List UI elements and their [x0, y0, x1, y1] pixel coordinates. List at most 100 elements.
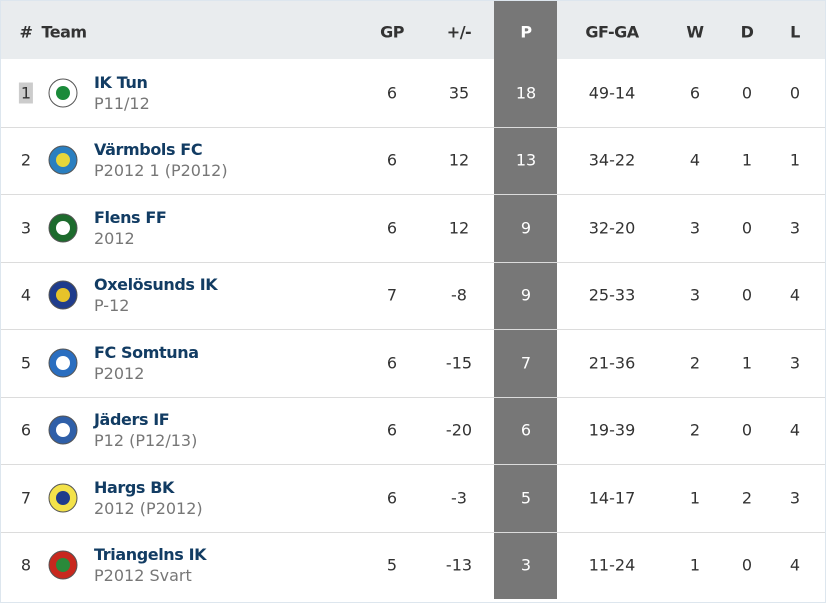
cell-diff: 12 [448, 150, 470, 170]
cell-p: 3 [520, 555, 532, 575]
rank: 8 [20, 555, 32, 575]
cell-gfga: 14-17 [588, 488, 636, 508]
row-divider [1, 329, 825, 330]
cell-d: 0 [741, 555, 753, 575]
team-name[interactable]: IK Tun [94, 72, 148, 92]
header-row [1, 1, 825, 59]
cell-gp: 6 [386, 218, 398, 238]
column-header: Team [41, 22, 87, 42]
cell-gfga: 21-36 [588, 353, 636, 373]
row-divider [1, 464, 825, 465]
cell-gp: 6 [386, 420, 398, 440]
cell-l: 3 [789, 353, 801, 373]
cell-d: 0 [741, 420, 753, 440]
cell-gfga: 49-14 [588, 83, 636, 103]
cell-gfga: 34-22 [588, 150, 636, 170]
cell-l: 4 [789, 555, 801, 575]
cell-d: 0 [741, 285, 753, 305]
rank: 5 [20, 353, 32, 373]
cell-w: 3 [689, 285, 701, 305]
rank: 3 [20, 218, 32, 238]
cell-d: 1 [741, 353, 753, 373]
cell-diff: -20 [445, 420, 473, 440]
cell-p: 7 [520, 353, 532, 373]
team-logo [48, 483, 78, 513]
cell-l: 4 [789, 420, 801, 440]
team-name[interactable]: Värmbols FC [94, 140, 203, 160]
team-group: P2012 [94, 363, 145, 383]
team-group: P11/12 [94, 93, 150, 113]
cell-d: 0 [741, 218, 753, 238]
cell-w: 2 [689, 420, 701, 440]
rank: 7 [20, 488, 32, 508]
team-logo [48, 280, 78, 310]
team-logo [48, 348, 78, 378]
cell-p: 9 [520, 218, 532, 238]
cell-p: 5 [520, 488, 532, 508]
cell-w: 4 [689, 150, 701, 170]
team-logo [48, 78, 78, 108]
team-name[interactable]: Oxelösunds IK [94, 275, 218, 295]
cell-gp: 6 [386, 83, 398, 103]
cell-p: 9 [520, 285, 532, 305]
row-divider [1, 261, 825, 263]
cell-diff: -3 [451, 488, 467, 508]
cell-l: 0 [789, 83, 801, 103]
team-group: P12 (P12/13) [94, 431, 198, 451]
cell-d: 2 [741, 488, 753, 508]
cell-l: 4 [789, 285, 801, 305]
cell-gp: 6 [386, 353, 398, 373]
team-logo [48, 145, 78, 175]
team-name[interactable]: Jäders IF [94, 410, 170, 430]
cell-w: 6 [689, 83, 701, 103]
cell-gp: 7 [386, 285, 398, 305]
team-name[interactable]: FC Somtuna [94, 342, 199, 362]
cell-diff: -15 [445, 353, 473, 373]
column-header: GF-GA [585, 22, 639, 42]
rank: 4 [20, 285, 32, 305]
cell-w: 1 [689, 488, 701, 508]
column-header: +/- [446, 22, 472, 42]
team-name[interactable]: Triangelns IK [94, 545, 207, 565]
column-header: P [520, 22, 532, 42]
cell-diff: 12 [448, 218, 470, 238]
team-name[interactable]: Hargs BK [94, 477, 175, 497]
cell-gp: 6 [386, 488, 398, 508]
cell-gfga: 32-20 [588, 218, 636, 238]
cell-diff: 35 [448, 83, 470, 103]
column-header: GP [380, 22, 404, 42]
team-group: P2012 Svart [94, 566, 192, 586]
points-column-bg [494, 1, 557, 599]
rank: 1 [18, 82, 34, 104]
team-logo [48, 213, 78, 243]
team-group: 2012 [94, 228, 135, 248]
cell-gp: 6 [386, 150, 398, 170]
column-header: # [19, 22, 33, 42]
row-divider [1, 396, 825, 398]
cell-w: 2 [689, 353, 701, 373]
team-logo [48, 415, 78, 445]
cell-d: 0 [741, 83, 753, 103]
cell-p: 13 [515, 150, 537, 170]
team-logo [48, 550, 78, 580]
team-name[interactable]: Flens FF [94, 207, 167, 227]
cell-gp: 5 [386, 555, 398, 575]
rank: 6 [20, 420, 32, 440]
cell-gfga: 19-39 [588, 420, 636, 440]
cell-l: 3 [789, 218, 801, 238]
row-divider [1, 194, 825, 195]
cell-w: 3 [689, 218, 701, 238]
cell-d: 1 [741, 150, 753, 170]
cell-gfga: 11-24 [588, 555, 636, 575]
cell-w: 1 [689, 555, 701, 575]
team-group: P-12 [94, 296, 130, 316]
cell-l: 1 [789, 150, 801, 170]
column-header: D [740, 22, 754, 42]
rank: 2 [20, 150, 32, 170]
cell-l: 3 [789, 488, 801, 508]
cell-diff: -13 [445, 555, 473, 575]
row-divider [1, 126, 825, 128]
cell-gfga: 25-33 [588, 285, 636, 305]
column-header: W [686, 22, 704, 42]
